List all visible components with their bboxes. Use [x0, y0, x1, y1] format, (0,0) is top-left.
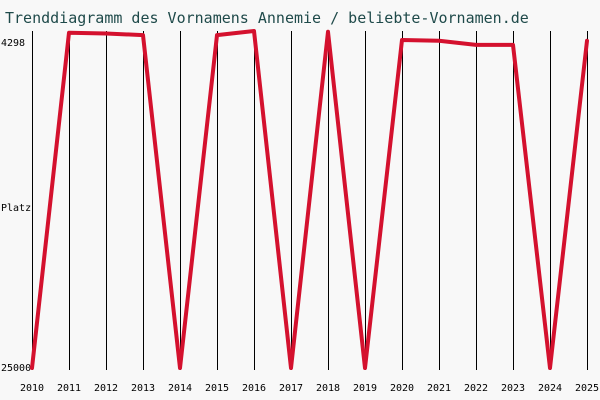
y-axis: 4298 Platz 25000: [1, 38, 31, 374]
x-tick-label-2012: 2012: [94, 383, 118, 394]
x-axis: 2010 2011 2012 2013 2014 2015 2016 2017 2018 2019…: [20, 383, 599, 394]
y-axis-label: Platz: [1, 203, 31, 214]
x-tick-label-2016: 2016: [242, 383, 266, 394]
x-tick-label-2015: 2015: [205, 383, 229, 394]
y-tick-bottom: 25000: [1, 363, 31, 374]
x-tick-label-2022: 2022: [464, 383, 488, 394]
y-tick-top: 4298: [1, 38, 25, 49]
x-tick-label-2020: 2020: [390, 383, 414, 394]
x-tick-label-2024: 2024: [538, 383, 562, 394]
plot-area: [30, 29, 589, 370]
x-tick-label-2025: 2025: [575, 383, 599, 394]
grid: [32, 31, 588, 370]
x-tick-label-2017: 2017: [279, 383, 303, 394]
x-tick-label-2014: 2014: [168, 383, 192, 394]
x-tick-label-2023: 2023: [501, 383, 525, 394]
x-tick-label-2011: 2011: [57, 383, 81, 394]
x-tick-label-2019: 2019: [353, 383, 377, 394]
x-tick-label-2013: 2013: [131, 383, 155, 394]
x-tick-label-2018: 2018: [316, 383, 340, 394]
chart-title: Trenddiagramm des Vornamens Annemie / be…: [5, 9, 529, 27]
x-tick-label-2010: 2010: [20, 383, 44, 394]
series-line-0: [30, 29, 589, 370]
x-tick-label-2021: 2021: [427, 383, 451, 394]
